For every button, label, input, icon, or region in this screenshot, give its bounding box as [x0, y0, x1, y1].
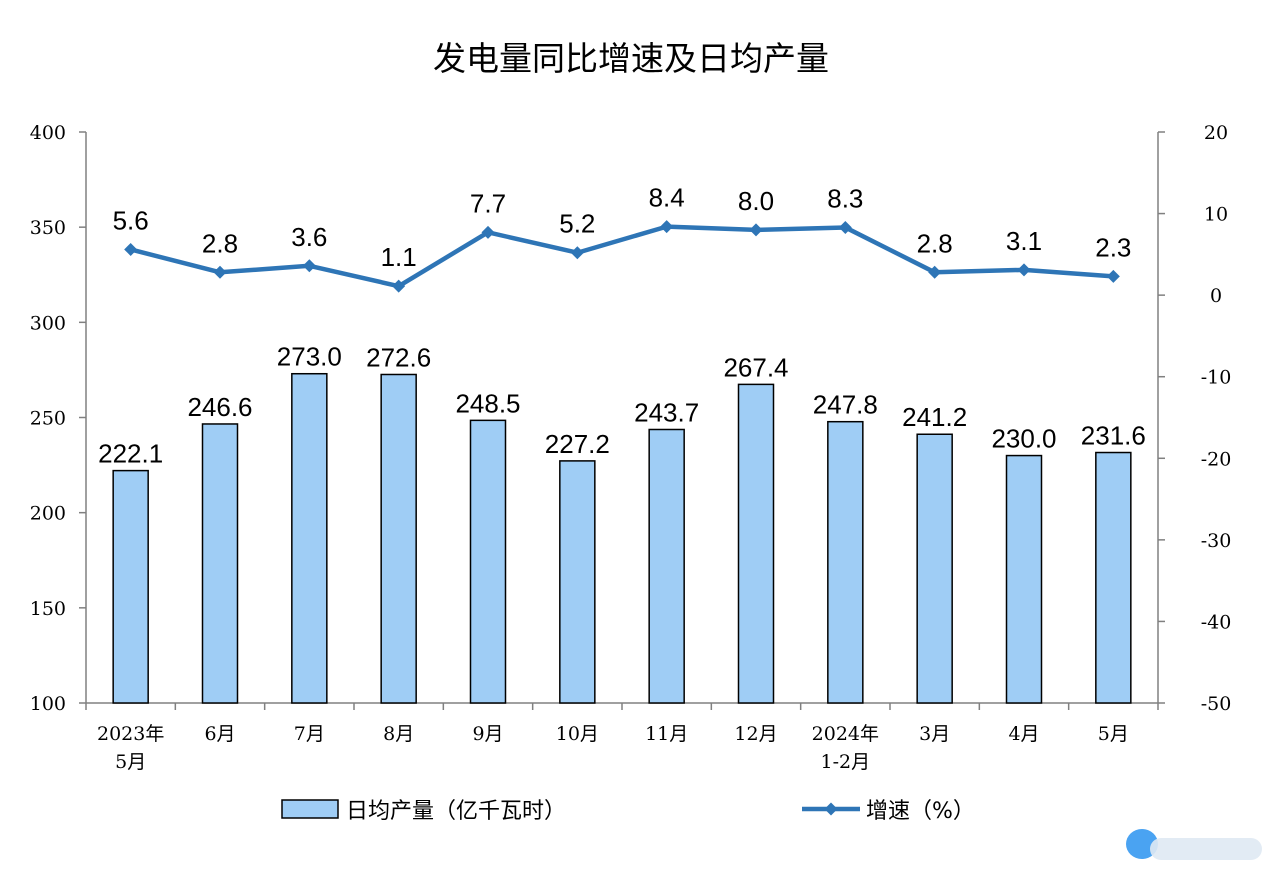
y-right-tick-label: 10: [1204, 204, 1228, 226]
growth-line: [130, 224, 1114, 289]
bar: [559, 460, 596, 704]
bar: [201, 423, 239, 704]
bar-data-label: 241.2: [902, 402, 967, 432]
x-tick-label: 11月: [645, 723, 688, 745]
x-tick-label: 8月: [383, 723, 414, 745]
y-left-tick-label: 400: [30, 122, 66, 144]
legend-bar-swatch: [281, 799, 339, 819]
bar-data-label: 243.7: [634, 397, 699, 427]
line-point: [1106, 269, 1120, 283]
y-right-tick-label: 20: [1204, 122, 1228, 144]
bar: [1005, 454, 1043, 704]
line-data-label: 2.8: [917, 228, 953, 258]
bar-data-label: 247.8: [813, 390, 878, 420]
bar-data-label: 272.6: [366, 342, 431, 372]
x-tick-label: 10月: [556, 723, 599, 745]
y-right-tick-label: -40: [1201, 611, 1232, 633]
y-right-tick-label: -20: [1201, 448, 1232, 470]
x-tick-label: 3月: [919, 723, 950, 745]
line-data-label: 5.6: [113, 205, 149, 235]
x-tick-label: 7月: [294, 723, 325, 745]
line-point: [1017, 263, 1031, 277]
bar-data-label: 230.0: [991, 424, 1056, 454]
bar: [291, 372, 328, 704]
bar: [737, 383, 775, 704]
line-point: [749, 223, 763, 237]
line-point: [392, 279, 406, 293]
bar-data-label: 231.6: [1081, 421, 1146, 451]
line-data-label: 8.4: [649, 183, 685, 213]
bar: [469, 419, 507, 704]
y-right-tick-label: -10: [1201, 367, 1232, 389]
line-point: [302, 259, 316, 273]
bar: [1095, 451, 1132, 704]
line-data-label: 5.2: [559, 209, 595, 239]
x-tick-label: 9月: [472, 723, 503, 745]
bar: [916, 433, 953, 704]
line-point: [570, 246, 584, 260]
bar: [380, 373, 417, 704]
y-left-tick-label: 150: [30, 598, 66, 620]
line-data-label: 3.6: [291, 222, 327, 252]
line-data-label: 8.3: [827, 183, 863, 213]
watermark: [1150, 838, 1262, 860]
bar-data-label: 222.1: [98, 439, 163, 469]
y-left-tick-label: 100: [30, 693, 66, 715]
x-tick-label: 6月: [204, 723, 235, 745]
y-right-tick-label: -30: [1201, 530, 1232, 552]
line-point: [928, 265, 942, 279]
y-left-tick-label: 250: [30, 408, 66, 430]
y-right-tick-label: 0: [1210, 285, 1222, 307]
x-tick-label: 5月: [115, 751, 146, 773]
line-point: [213, 265, 227, 279]
legend-bar-label: 日均产量（亿千瓦时）: [346, 799, 566, 824]
y-left-tick-label: 200: [30, 503, 66, 525]
line-point: [481, 225, 495, 239]
bar-data-label: 246.6: [187, 392, 252, 422]
x-tick-label: 2024年: [812, 723, 879, 745]
x-tick-label: 4月: [1008, 723, 1039, 745]
chart-title: 发电量同比增速及日均产量: [433, 39, 829, 78]
bar: [827, 420, 864, 704]
y-left-tick-label: 300: [30, 312, 66, 334]
line-data-label: 2.3: [1095, 232, 1131, 262]
x-tick-label: 12月: [734, 723, 777, 745]
line-data-label: 1.1: [381, 242, 417, 272]
line-point: [660, 220, 674, 234]
bar-data-label: 248.5: [455, 388, 520, 418]
line-data-label: 2.8: [202, 228, 238, 258]
bar: [112, 469, 149, 704]
x-tick-label: 5月: [1098, 723, 1129, 745]
plot-area: 100 150 200 250 300 350 400 -50 -40 -30 -20 -10 0 10 2…: [30, 122, 1232, 773]
x-tick-label: 1-2月: [821, 751, 871, 773]
line-data-label: 7.7: [470, 188, 506, 218]
y-left-tick-label: 350: [30, 217, 66, 239]
bar-data-label: 267.4: [723, 352, 788, 382]
legend-line-marker: [824, 802, 838, 816]
line-point: [124, 242, 138, 256]
bar: [648, 428, 685, 704]
line-data-label: 3.1: [1006, 226, 1042, 256]
legend-line-label: 增速（%）: [866, 799, 975, 824]
line-point: [838, 220, 852, 234]
y-right-tick-label: -50: [1201, 693, 1232, 715]
x-tick-label: 2023年: [97, 723, 164, 745]
bar-data-label: 227.2: [545, 429, 610, 459]
line-data-label: 8.0: [738, 186, 774, 216]
legend: 日均产量（亿千瓦时） 增速（%）: [281, 799, 975, 824]
bar-data-label: 273.0: [277, 342, 342, 372]
